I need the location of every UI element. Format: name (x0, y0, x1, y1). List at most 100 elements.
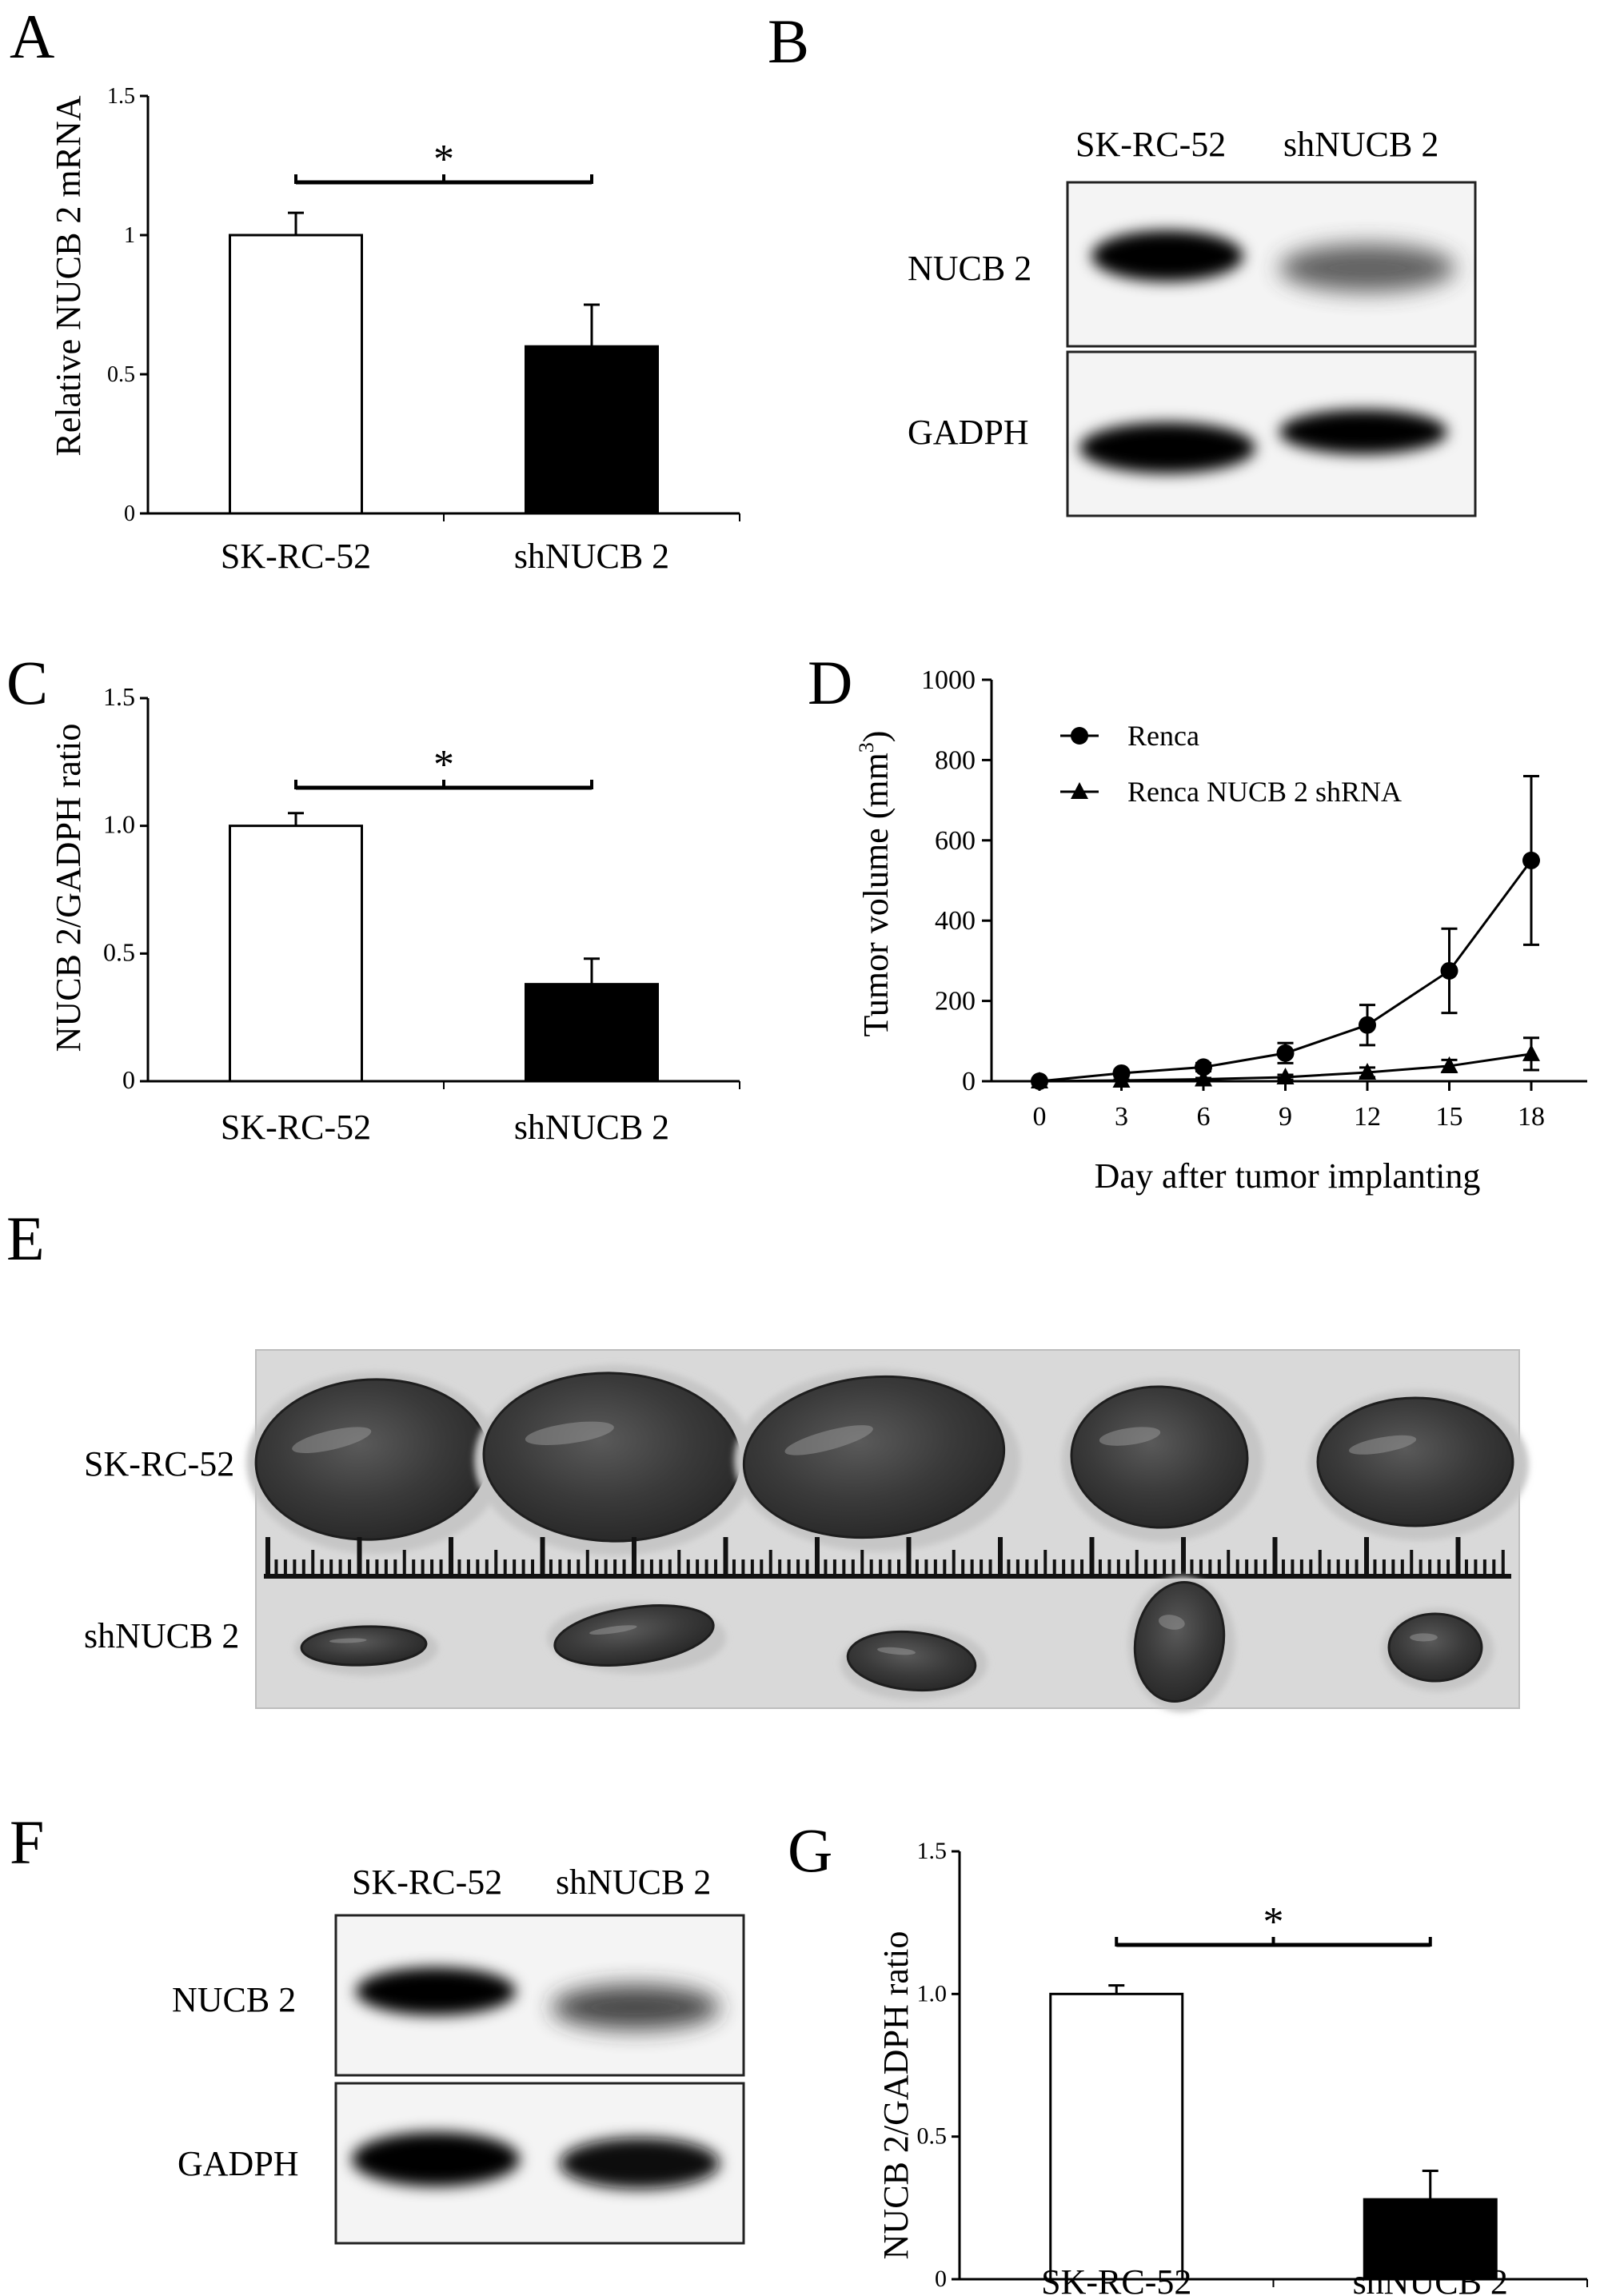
chart-c-category-label: SK-RC-52 (221, 1108, 371, 1147)
chart-c-y-tick-label: 1.0 (103, 810, 135, 839)
chart-c-y-tick-label: 0 (122, 1065, 135, 1094)
ruler-tick (329, 1559, 333, 1574)
panel-letter-f: F (10, 1807, 44, 1877)
ruler-tick (869, 1559, 873, 1574)
ruler-tick (1318, 1550, 1322, 1574)
tumor-small (1133, 1581, 1226, 1703)
chart-d-x-tick-label: 12 (1354, 1102, 1381, 1132)
ruler-tick (1015, 1559, 1019, 1574)
ruler-tick (274, 1559, 278, 1574)
ruler-tick (879, 1559, 883, 1574)
chart-c-category-label: shNUCB 2 (514, 1108, 669, 1147)
chart-d-y-tick-label: 600 (935, 826, 976, 856)
ruler-tick (980, 1559, 984, 1574)
chart-a-category-label: shNUCB 2 (514, 537, 669, 576)
photo-e-row-label-1: SK-RC-52 (84, 1444, 234, 1483)
ruler-tick (430, 1559, 434, 1574)
ruler-tick (348, 1559, 352, 1574)
tumor-large (1070, 1385, 1249, 1529)
tumor-highlight (525, 1421, 614, 1445)
western-blot-f: SK-RC-52 shNUCB 2 NUCB 2 GADPH (172, 1863, 745, 2245)
tumor-highlight (1349, 1435, 1417, 1455)
ruler-tick (760, 1559, 764, 1574)
panel-letter-a: A (10, 2, 54, 71)
chart-g-bar (1363, 2198, 1498, 2281)
ruler-tick (402, 1550, 406, 1574)
tumor-highlight (1099, 1427, 1161, 1446)
ruler-tick (915, 1559, 919, 1574)
ruler-tick (1336, 1559, 1340, 1574)
ruler-tick (1428, 1559, 1432, 1574)
chart-d-point (1359, 1016, 1376, 1034)
chart-a-category-label: SK-RC-52 (221, 537, 371, 576)
chart-g-y-tick-label: 1.5 (917, 1838, 948, 1864)
ruler-tick (842, 1559, 846, 1574)
ruler-tick (549, 1559, 553, 1574)
chart-d-point (1440, 961, 1458, 980)
chart-g-category-label: SK-RC-52 (1041, 2262, 1191, 2296)
chart-d-point (1522, 851, 1540, 869)
chart-d-y-tick-label: 200 (935, 987, 976, 1016)
ruler-tick (824, 1559, 828, 1574)
chart-c-bar (525, 983, 659, 1083)
chart-g-ylabel: NUCB 2/GADPH ratio (876, 1931, 916, 2260)
ruler-tick (1327, 1559, 1331, 1574)
chart-g-bar (1049, 1992, 1184, 2281)
ruler-tick (613, 1559, 617, 1574)
ruler-tick (1025, 1559, 1029, 1574)
blot-f-row-label-2: GADPH (178, 2144, 299, 2183)
ruler-tick (1373, 1559, 1377, 1574)
ruler-tick (1034, 1559, 1038, 1574)
ruler-tick (704, 1559, 708, 1574)
ruler-tick (1263, 1559, 1267, 1574)
ruler-tick (1281, 1559, 1285, 1574)
ruler-base (264, 1574, 1511, 1579)
panel-letter-b: B (768, 6, 809, 76)
ruler-tick (1391, 1559, 1395, 1574)
ruler-tick (421, 1559, 425, 1574)
chart-d-point (1522, 1044, 1540, 1061)
ruler-tick (677, 1550, 681, 1574)
ruler-tick (1163, 1559, 1167, 1574)
ruler-tick (301, 1559, 305, 1574)
ruler-tick (283, 1559, 287, 1574)
chart-d-point (1195, 1058, 1212, 1076)
chart-d-y-tick-label: 1000 (921, 665, 976, 695)
chart-g-y-tick-label: 0 (935, 2266, 947, 2292)
blot-f-lane-label-2: shNUCB 2 (556, 1863, 711, 1902)
ruler-tick (897, 1559, 901, 1574)
panel-letter-d: D (808, 648, 852, 717)
chart-c: 0 0.5 1.0 1.5 SK-RC-52 shNUCB 2 * NUCB 2/GADPH… (49, 682, 740, 1147)
chart-d-y-tick-label: 0 (962, 1067, 976, 1096)
tumor-small (846, 1630, 977, 1692)
tumor-highlight (784, 1425, 873, 1455)
chart-a-y-tick-label: 1 (124, 223, 135, 248)
ruler-tick (1364, 1537, 1369, 1574)
panel-letter-e: E (6, 1204, 45, 1273)
ruler-tick (970, 1559, 974, 1574)
ruler-tick (805, 1559, 809, 1574)
tumor-highlight (589, 1625, 637, 1635)
ruler-tick (457, 1559, 461, 1574)
chart-d-legend-marker (1071, 782, 1088, 799)
ruler-tick (1181, 1537, 1186, 1574)
chart-a-ylabel: Relative NUCB 2 mRNA (49, 95, 88, 456)
chart-a: 0 0.5 1 1.5 SK-RC-52 shNUCB 2 * Relative NUCB … (49, 84, 740, 576)
chart-d-x-tick-label: 6 (1197, 1102, 1211, 1132)
ruler-tick (1098, 1559, 1102, 1574)
ruler-tick (924, 1559, 928, 1574)
chart-d: 0 200 400 600 800 1000 0 3 6 9 12 15 18 Renca Renca NU… (855, 665, 1587, 1196)
ruler-tick (1492, 1559, 1496, 1574)
chart-a-y-tick-label: 0.5 (107, 362, 135, 387)
chart-a-significance-star: * (433, 137, 454, 182)
ruler-tick (449, 1537, 453, 1574)
ruler-tick (723, 1537, 728, 1574)
chart-d-point (1112, 1070, 1131, 1088)
chart-a-bar (229, 234, 363, 515)
blot-f-row-label-1: NUCB 2 (172, 1980, 296, 2019)
ruler-tick (1464, 1559, 1468, 1574)
chart-g-y-tick-label: 1.0 (917, 1980, 948, 2007)
ruler-tick (696, 1559, 700, 1574)
chart-d-x-tick-label: 3 (1115, 1102, 1128, 1132)
ruler-tick (622, 1559, 626, 1574)
